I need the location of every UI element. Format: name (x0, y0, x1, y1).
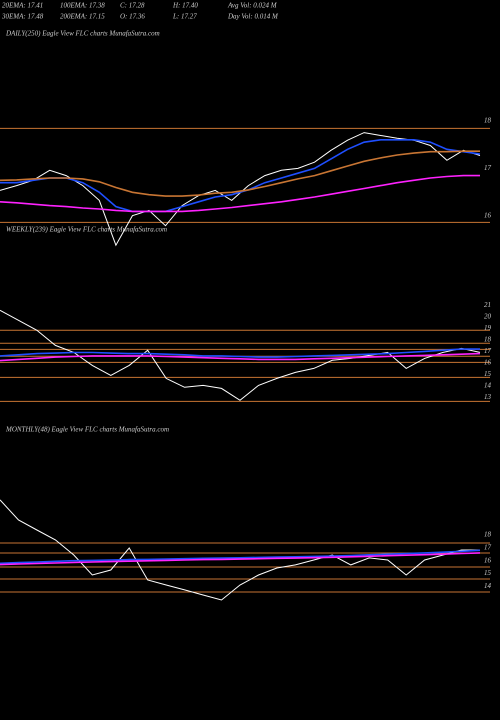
series-line (0, 150, 480, 197)
series-line (0, 139, 481, 213)
header-stat: 200EMA: 17.15 (60, 13, 105, 21)
y-tick-label: 14 (484, 381, 492, 389)
y-tick-label: 17 (484, 347, 492, 355)
series-line (0, 348, 480, 358)
y-tick-label: 16 (484, 212, 492, 220)
y-tick-label: 17 (484, 543, 492, 551)
header-stat: 100EMA: 17.38 (60, 2, 105, 10)
header-stat: Avg Vol: 0.024 M (227, 2, 278, 10)
y-tick-label: 17 (484, 164, 492, 172)
y-tick-label: 16 (484, 556, 492, 564)
y-tick-label: 18 (484, 530, 492, 538)
header-stat: O: 17.36 (120, 13, 145, 21)
header-stat: L: 17.27 (172, 13, 197, 21)
series-line (0, 549, 481, 565)
panel-title: DAILY(250) Eagle View FLC charts MunafaS… (5, 30, 160, 38)
y-tick-label: 20 (484, 312, 492, 320)
header-stat: C: 17.28 (120, 2, 145, 10)
header-stat: 20EMA: 17.41 (2, 2, 43, 10)
y-tick-label: 21 (484, 301, 491, 309)
y-tick-label: 18 (484, 335, 492, 343)
series-line (0, 552, 481, 566)
y-tick-label: 16 (484, 358, 492, 366)
panel-title: MONTHLY(48) Eagle View FLC charts Munafa… (5, 426, 169, 434)
panel-title: WEEKLY(239) Eagle View FLC charts Munafa… (6, 226, 167, 234)
y-tick-label: 15 (484, 370, 492, 378)
header-stat: 30EMA: 17.48 (1, 13, 44, 21)
header-stat: H: 17.40 (172, 2, 198, 10)
series-line (0, 174, 480, 213)
y-tick-label: 19 (484, 324, 492, 332)
y-tick-label: 15 (484, 569, 492, 577)
header-stat: Day Vol: 0.014 M (227, 13, 279, 21)
y-tick-label: 14 (484, 582, 492, 590)
y-tick-label: 13 (484, 393, 492, 401)
series-line (0, 499, 480, 601)
y-tick-label: 18 (484, 116, 492, 124)
series-line (0, 352, 481, 362)
